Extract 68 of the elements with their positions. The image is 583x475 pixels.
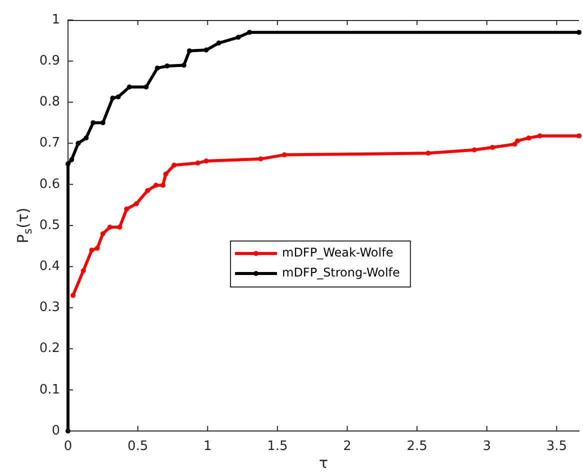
x-tick-label: 0.5	[127, 439, 148, 454]
point	[490, 144, 495, 150]
y-tick-label: 0.1	[39, 382, 60, 398]
point	[163, 172, 168, 177]
x-tick-label: 1	[203, 439, 212, 454]
point	[537, 133, 542, 138]
point	[164, 64, 170, 69]
point	[426, 150, 431, 156]
point	[80, 268, 86, 274]
point	[84, 135, 89, 140]
point	[66, 161, 70, 166]
x-tick-label: 1.5	[267, 439, 288, 454]
point	[70, 292, 76, 298]
x-tick-label: 3.5	[546, 439, 568, 454]
point	[181, 62, 186, 68]
y-tick-label: 0.8	[39, 94, 60, 110]
point	[526, 135, 532, 140]
point	[76, 140, 81, 146]
point	[154, 66, 160, 71]
point	[100, 120, 106, 126]
point	[144, 84, 149, 90]
point	[124, 206, 130, 212]
point	[90, 120, 96, 126]
y-tick-label: 0.4	[39, 258, 60, 274]
y-tick-label: 1	[52, 12, 60, 28]
point	[258, 156, 264, 162]
point	[126, 84, 132, 90]
point	[282, 152, 287, 158]
point	[116, 94, 121, 100]
y-tick-label: 0.7	[39, 136, 60, 151]
point	[472, 147, 477, 152]
y-tick-label: 0.2	[39, 341, 60, 356]
point	[89, 248, 94, 253]
point	[515, 138, 520, 144]
point	[512, 142, 518, 147]
x-tick-label: 2.5	[406, 439, 428, 454]
point	[186, 48, 192, 54]
legend-label: mDFP_Weak-Wolfe	[282, 246, 394, 260]
x-tick-label: 0	[64, 439, 72, 454]
x-axis-title: τ	[318, 454, 328, 472]
point	[247, 30, 252, 35]
point	[576, 30, 582, 35]
point	[110, 96, 116, 101]
point	[216, 40, 222, 46]
point	[153, 182, 158, 188]
legend-label: mDFP_Strong-Wolfe	[282, 266, 400, 280]
point	[172, 162, 177, 168]
y-tick-label: 0.5	[39, 218, 60, 233]
point	[145, 188, 150, 194]
point	[204, 48, 209, 53]
point	[236, 34, 241, 40]
point	[160, 182, 166, 188]
point	[204, 158, 209, 164]
y-tick-label: 0.9	[39, 53, 60, 68]
point	[94, 246, 100, 251]
point	[134, 201, 139, 206]
point	[117, 224, 122, 230]
x-tick-label: 2	[343, 439, 352, 454]
y-tick-label: 0.6	[39, 176, 60, 192]
point	[100, 231, 106, 236]
y-axis-title: Ps(τ)	[14, 208, 34, 244]
y-tick-label: 0	[52, 423, 60, 438]
point	[69, 157, 74, 162]
point	[576, 133, 582, 138]
point	[195, 160, 200, 166]
y-tick-label: 0.3	[39, 300, 60, 316]
point	[107, 224, 112, 230]
x-tick-label: 3	[482, 439, 491, 454]
